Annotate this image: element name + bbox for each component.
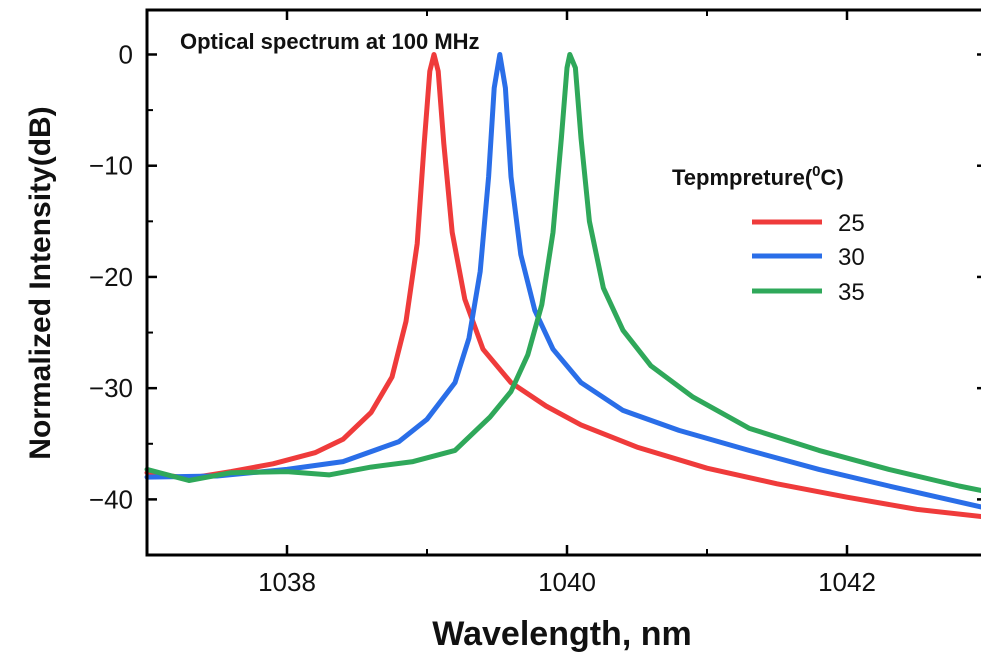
series-line-25 bbox=[144, 52, 981, 520]
ticks-layer: 1038 1040 1042 0 −10 −20 −30 −40 bbox=[89, 10, 981, 597]
y-tick-label: −30 bbox=[89, 373, 133, 403]
y-axis-title: Normalized Intensity(dB) bbox=[24, 106, 57, 459]
y-tick-label: −40 bbox=[89, 484, 133, 514]
x-tick-label: 1038 bbox=[258, 567, 316, 597]
legend-title-superscript: 0 bbox=[812, 163, 820, 180]
legend-label-30: 30 bbox=[838, 244, 865, 271]
x-tick-label: 1040 bbox=[538, 567, 596, 597]
x-axis-title: Wavelength, nm bbox=[432, 615, 691, 653]
legend-label-35: 35 bbox=[838, 279, 865, 306]
series-layer bbox=[144, 52, 981, 520]
y-tick-label: 0 bbox=[119, 39, 133, 69]
plot-frame bbox=[145, 8, 981, 557]
series-line-35 bbox=[144, 52, 981, 493]
legend-label-25: 25 bbox=[838, 210, 865, 237]
series-line-30 bbox=[144, 52, 981, 510]
legend-title-end: C) bbox=[821, 165, 844, 190]
legend-title: Tepmpreture(0C) bbox=[672, 163, 844, 190]
y-tick-label: −20 bbox=[89, 262, 133, 292]
chart-title: Optical spectrum at 100 MHz bbox=[180, 29, 480, 54]
legend: Tepmpreture(0C) 25 30 35 bbox=[672, 163, 865, 306]
x-tick-label: 1042 bbox=[818, 567, 876, 597]
legend-title-main: Tepmpreture( bbox=[672, 165, 813, 190]
y-tick-label: −10 bbox=[89, 151, 133, 181]
